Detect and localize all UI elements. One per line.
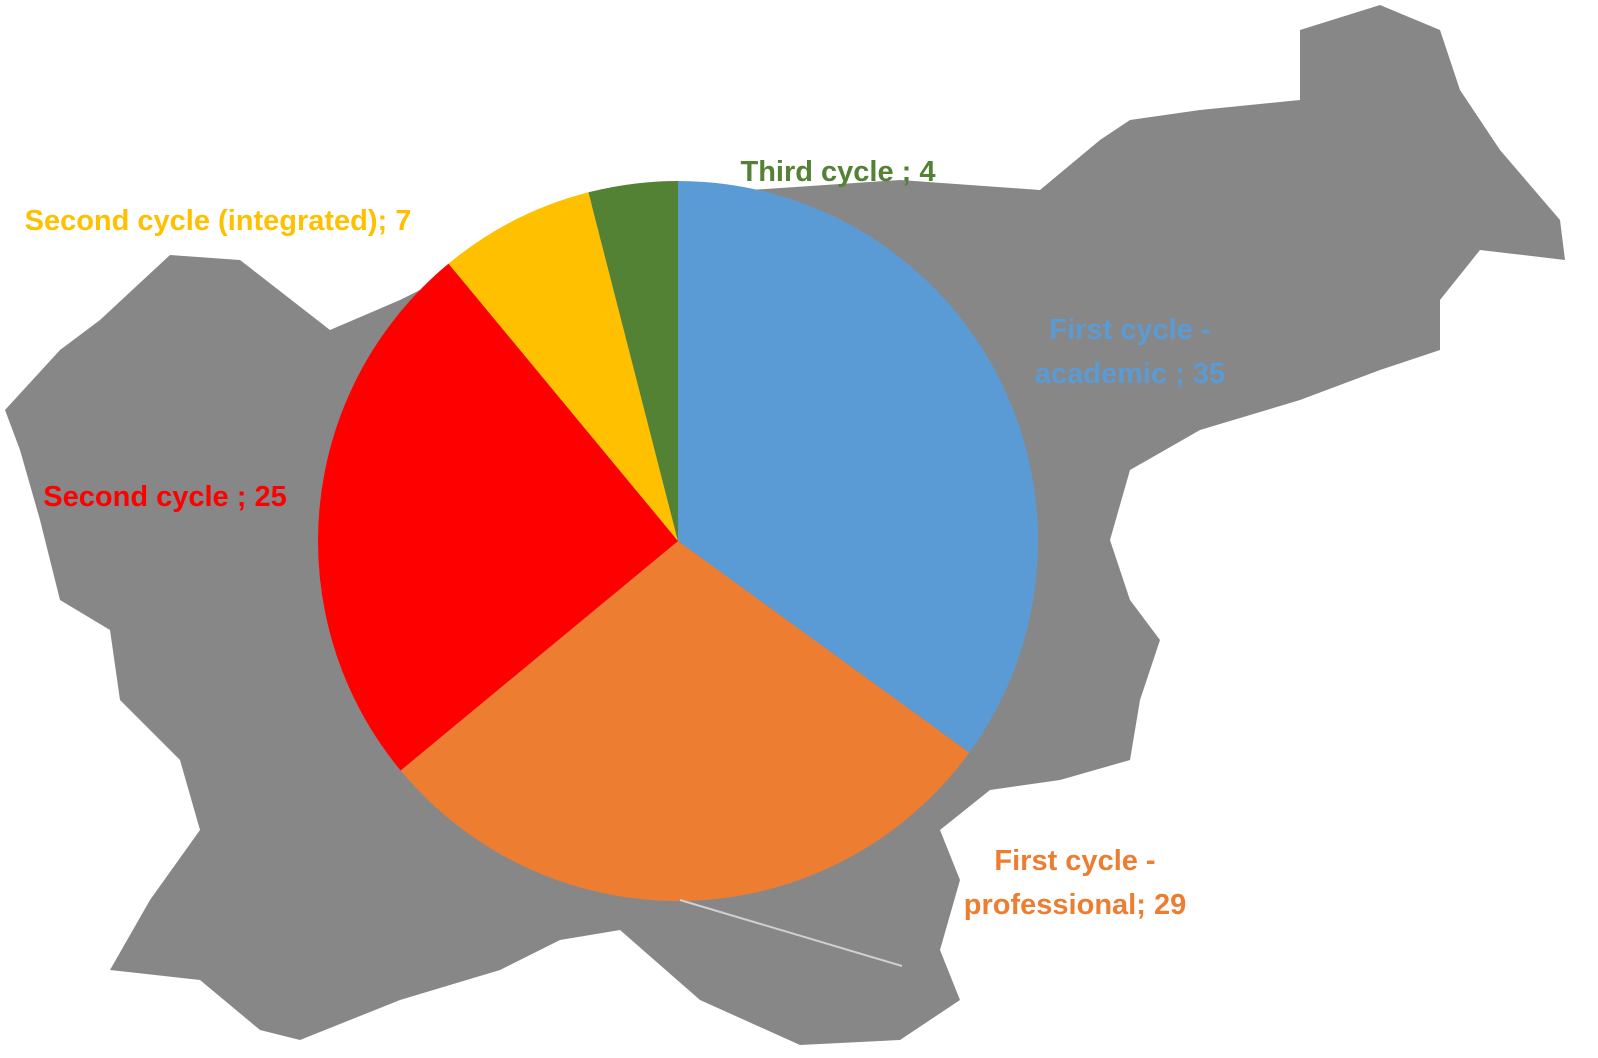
data-label: Second cycle (integrated); 7 (24, 205, 412, 237)
data-label: First cycle - academic ; 35 (1034, 314, 1226, 390)
pie-slice (588, 181, 678, 541)
data-label: Second cycle ; 25 (43, 481, 287, 513)
data-label: First cycle - professional; 29 (963, 845, 1187, 921)
leader-line (679, 899, 903, 967)
pie-slice (318, 263, 678, 771)
pie-slice (448, 192, 678, 541)
pie (318, 181, 1038, 901)
pie-slice (678, 181, 1038, 753)
pie-slice (400, 541, 970, 901)
data-label: Third cycle ; 4 (740, 156, 936, 188)
